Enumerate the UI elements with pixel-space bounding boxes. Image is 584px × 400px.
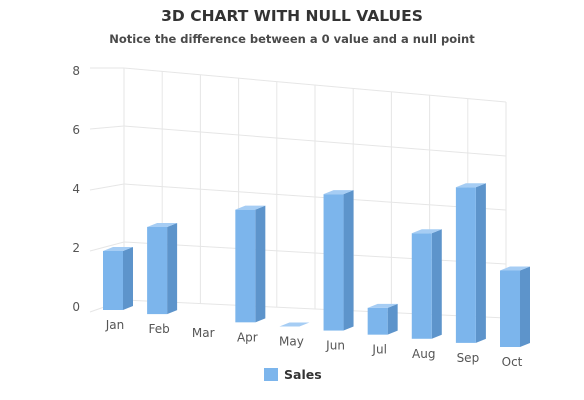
bar-top bbox=[367, 303, 398, 308]
bar-side bbox=[475, 183, 486, 343]
x-tick-label: Feb bbox=[148, 322, 169, 336]
x-tick-label: May bbox=[279, 334, 304, 348]
bar-feb[interactable] bbox=[147, 222, 178, 315]
bar-top bbox=[411, 229, 442, 234]
x-tick-label: Mar bbox=[192, 326, 215, 340]
bar-front bbox=[147, 226, 168, 315]
y-tick-label: 8 bbox=[72, 64, 80, 78]
gridline-side bbox=[89, 241, 125, 252]
bar-jul[interactable] bbox=[367, 303, 398, 335]
x-tick-label: Sep bbox=[457, 351, 480, 365]
bar-front bbox=[323, 194, 344, 331]
bar-side bbox=[167, 222, 178, 315]
bar-front bbox=[367, 307, 388, 335]
bar-front bbox=[500, 270, 520, 347]
bar-apr[interactable] bbox=[235, 205, 266, 323]
bar-top bbox=[455, 183, 486, 188]
gridline-side bbox=[89, 183, 125, 191]
bar-top bbox=[500, 266, 530, 271]
bar-side bbox=[387, 303, 398, 335]
bar-front bbox=[411, 233, 432, 339]
bar-side bbox=[343, 190, 354, 331]
bar-top bbox=[323, 190, 354, 195]
bar-side bbox=[123, 247, 133, 310]
bar-top bbox=[147, 222, 178, 227]
x-tick-label: Jan bbox=[105, 318, 125, 332]
bar-top bbox=[279, 322, 310, 327]
bar-jan[interactable] bbox=[103, 247, 133, 310]
bar-front bbox=[103, 251, 123, 310]
bars-layer bbox=[103, 183, 530, 347]
bar-front bbox=[455, 187, 476, 343]
y-tick-label: 0 bbox=[72, 300, 80, 314]
x-tick-label: Apr bbox=[237, 330, 258, 344]
y-tick-label: 6 bbox=[72, 123, 80, 137]
gridline-side bbox=[89, 125, 125, 130]
bar-may[interactable] bbox=[279, 322, 310, 327]
bar-oct[interactable] bbox=[500, 266, 530, 348]
legend-label: Sales bbox=[284, 366, 322, 382]
x-axis-labels: Jan Feb Mar Apr May Jun Jul Aug Sep Oct bbox=[105, 318, 523, 369]
x-tick-label: Oct bbox=[502, 355, 523, 369]
x-tick-label: Aug bbox=[412, 347, 435, 361]
bar-sep[interactable] bbox=[455, 183, 486, 343]
chart-subtitle: Notice the difference between a 0 value … bbox=[109, 32, 475, 46]
y-tick-label: 4 bbox=[72, 182, 80, 196]
bar-aug[interactable] bbox=[411, 229, 442, 339]
legend-symbol bbox=[264, 367, 278, 381]
bar-top bbox=[235, 205, 266, 210]
y-tick-label: 2 bbox=[72, 241, 80, 255]
chart-title: 3D CHART WITH NULL VALUES bbox=[161, 7, 423, 25]
x-tick-label: Jun bbox=[325, 339, 345, 353]
bar-front bbox=[235, 209, 256, 323]
x-tick-label: Jul bbox=[371, 343, 386, 357]
bar-side bbox=[431, 229, 442, 339]
bar-side bbox=[255, 205, 266, 323]
legend-item-sales[interactable]: Sales bbox=[264, 366, 322, 382]
bar-top bbox=[103, 247, 133, 251]
bar-side bbox=[520, 266, 530, 347]
y-axis-labels: 0 2 4 6 8 bbox=[72, 64, 80, 314]
bar-jun[interactable] bbox=[323, 190, 354, 331]
